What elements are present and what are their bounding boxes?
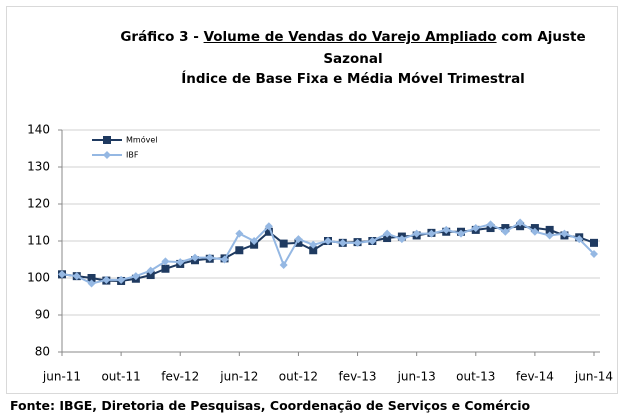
point xyxy=(250,237,259,245)
y-tick-label: 80 xyxy=(35,345,50,359)
point xyxy=(191,253,199,262)
x-tick-label: out-12 xyxy=(279,370,318,384)
point xyxy=(58,270,66,279)
point xyxy=(235,246,244,255)
x-tick-label: out-13 xyxy=(456,370,495,384)
point xyxy=(235,229,244,238)
point xyxy=(530,227,539,236)
point xyxy=(205,253,214,262)
point xyxy=(427,229,436,238)
chart-subtitle: Índice de Base Fixa e Média Móvel Trimes… xyxy=(181,71,525,87)
point xyxy=(590,249,598,258)
x-tick-label: jun-14 xyxy=(574,370,613,384)
point xyxy=(146,271,155,280)
x-tick-label: fev-14 xyxy=(516,370,554,384)
x-tick-label: out-11 xyxy=(101,370,140,384)
x-tick-label: fev-12 xyxy=(161,370,199,384)
point xyxy=(117,275,126,284)
point xyxy=(442,225,451,234)
point xyxy=(338,238,347,247)
point xyxy=(161,264,170,273)
point xyxy=(501,227,510,236)
point xyxy=(383,229,392,238)
series-line xyxy=(61,225,595,282)
point xyxy=(397,235,406,244)
x-tick-label: jun-11 xyxy=(42,370,81,384)
series-line xyxy=(61,221,595,285)
y-tick-label: 100 xyxy=(27,271,50,285)
point xyxy=(72,272,81,281)
point xyxy=(279,261,288,270)
point xyxy=(87,274,96,282)
point xyxy=(575,235,584,244)
point xyxy=(87,279,96,288)
y-tick-label: 90 xyxy=(35,308,50,322)
point xyxy=(220,255,229,264)
point xyxy=(545,231,554,240)
x-tick-label: jun-12 xyxy=(219,370,258,384)
point xyxy=(486,220,495,229)
point xyxy=(368,237,377,245)
point xyxy=(560,229,569,238)
point xyxy=(102,275,111,284)
title-suffix: com Ajuste Sazonal xyxy=(323,29,586,67)
point xyxy=(161,257,170,266)
point xyxy=(471,224,480,233)
point xyxy=(309,240,318,249)
legend-marker xyxy=(103,136,111,144)
point xyxy=(353,238,362,247)
point xyxy=(264,222,273,231)
chart-title: Gráfico 3 - Volume de Vendas do Varejo A… xyxy=(118,26,588,70)
chart: 80 90 100 110 120 130 140 jun-11 out-11 fev-12 jun… xyxy=(27,123,613,384)
point xyxy=(324,237,332,245)
point xyxy=(279,239,288,248)
point xyxy=(264,227,273,236)
source-note: Fonte: IBGE, Diretoria de Pesquisas, Coo… xyxy=(10,398,531,413)
legend-label: IBF xyxy=(126,151,139,160)
y-tick-label: 110 xyxy=(27,234,50,248)
point xyxy=(412,229,421,238)
point xyxy=(545,225,554,234)
legend-marker xyxy=(103,151,111,159)
point xyxy=(176,258,185,267)
x-tick-label: fev-13 xyxy=(339,370,377,384)
point xyxy=(309,246,318,255)
title-prefix: Gráfico 3 - xyxy=(120,29,204,45)
title-underlined: Volume de Vendas do Varejo Ampliado xyxy=(203,29,497,45)
point xyxy=(590,238,598,247)
point xyxy=(131,272,140,281)
point xyxy=(457,229,465,238)
point xyxy=(383,234,392,243)
y-tick-label: 120 xyxy=(27,197,50,211)
chart-frame xyxy=(6,6,618,394)
y-tick-label: 140 xyxy=(27,123,50,137)
point xyxy=(516,218,525,227)
x-tick-label: jun-13 xyxy=(397,370,436,384)
y-tick-label: 130 xyxy=(27,160,50,174)
point xyxy=(294,235,303,244)
point xyxy=(146,266,155,275)
legend-label: Mmóvel xyxy=(126,135,157,145)
